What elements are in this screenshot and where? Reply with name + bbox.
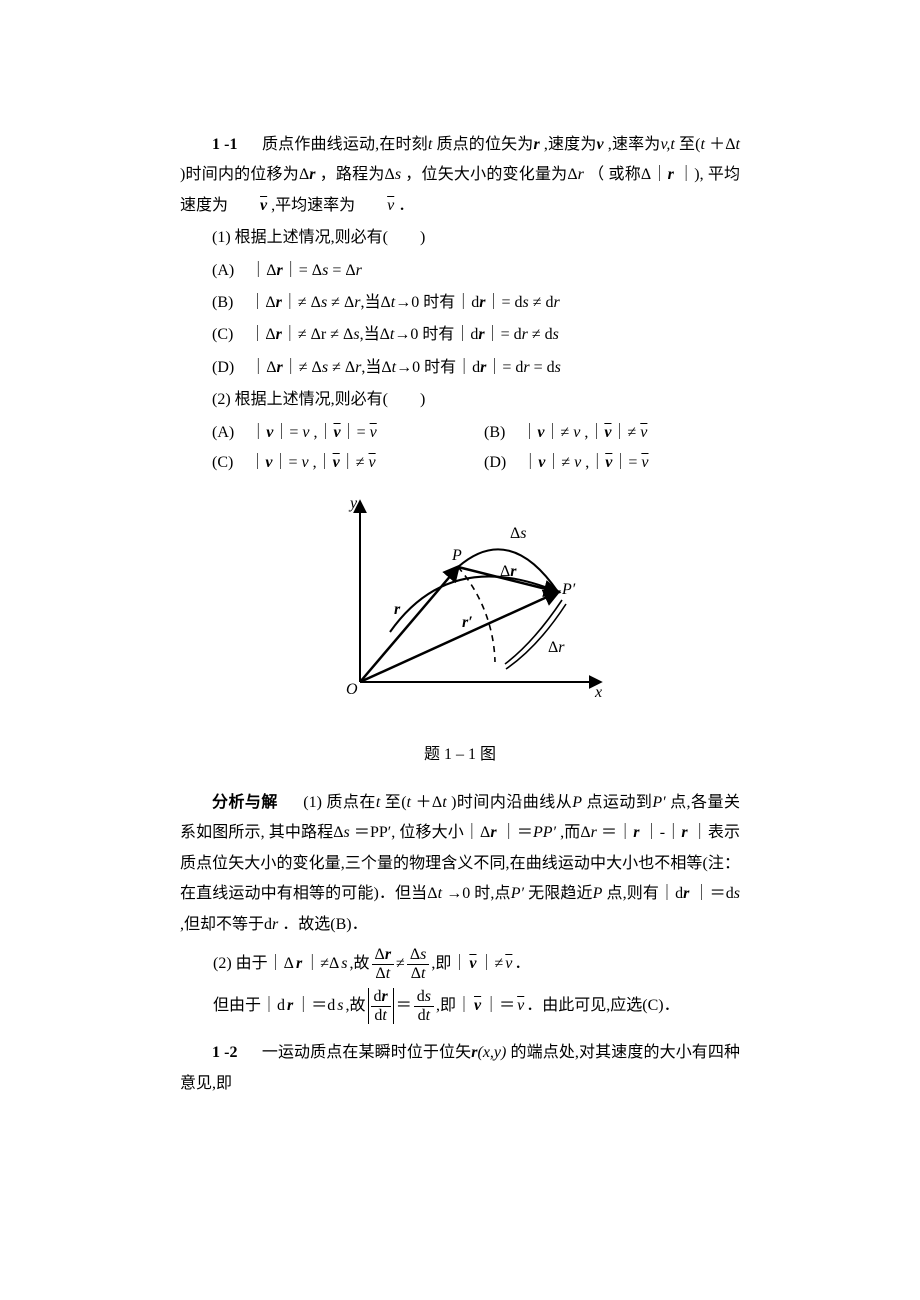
svg-text:y: y: [348, 495, 358, 512]
q1-p1-A: (A) ｜Δr｜= Δs = Δr: [180, 256, 740, 286]
frac-ds-dt2: dsdt: [414, 988, 434, 1024]
analysis-head: 分析与解: [212, 794, 278, 811]
q1-p2-row2: (C) ｜v｜= v ,｜v｜≠ v (D) ｜v｜≠ v ,｜v｜= v: [180, 448, 740, 478]
q1-p1-D: (D) ｜Δr｜≠ Δs ≠ Δr,当Δt→0 时有｜dr｜= dr = ds: [180, 353, 740, 383]
q1-p2-row1: (A) ｜v｜= v ,｜v｜= v (B) ｜v｜≠ v ,｜v｜≠ v: [180, 418, 740, 448]
q1-p2-stem: (2) 根据上述情况,则必有( ): [180, 385, 740, 415]
frac-dr-dt: ΔrΔt: [372, 946, 395, 982]
svg-text:x: x: [594, 684, 602, 701]
q2-number: 1 -2: [212, 1044, 237, 1061]
svg-text:Δr: Δr: [500, 563, 517, 580]
svg-text:r: r: [394, 601, 401, 618]
q1-p2-B: (B) ｜v｜≠ v ,｜v｜≠ v: [468, 418, 740, 448]
svg-text:P: P: [451, 547, 462, 564]
q1-number: 1 -1: [212, 136, 238, 153]
q1-p1-C: (C) ｜Δr｜≠ Δr ≠ Δs,当Δt→0 时有｜dr｜= dr ≠ ds: [180, 320, 740, 350]
abs-frac: drdt: [368, 988, 394, 1024]
q1-p2-C: (C) ｜v｜= v ,｜v｜≠ v: [180, 448, 468, 478]
svg-text:P′: P′: [561, 581, 576, 598]
svg-text:Δr: Δr: [548, 639, 565, 656]
figure-svg: O x y P P′ r r′ Δr Δs Δr: [310, 492, 610, 712]
figure-caption: 题 1 – 1 图: [180, 740, 740, 770]
q1-p1-stem: (1) 根据上述情况,则必有( ): [180, 223, 740, 253]
q1-intro: 1 -1 质点作曲线运动,在时刻t 质点的位矢为r ,速度为v ,速率为v,t …: [180, 130, 740, 221]
svg-text:Δs: Δs: [510, 525, 527, 542]
q1-p2-A: (A) ｜v｜= v ,｜v｜= v: [180, 418, 468, 448]
q1-p2-D: (D) ｜v｜≠ v ,｜v｜= v: [468, 448, 740, 478]
q1-p1-B: (B) ｜Δr｜≠ Δs ≠ Δr,当Δt→0 时有｜dr｜= ds ≠ dr: [180, 288, 740, 318]
q2-intro: 1 -2 一运动质点在某瞬时位于位矢r(x,y) 的端点处,对其速度的大小有四种…: [180, 1038, 740, 1099]
analysis-p1: 分析与解 (1) 质点在t 至(t ＋Δt )时间内沿曲线从P 点运动到P′ 点…: [180, 788, 740, 940]
svg-text:r′: r′: [462, 614, 473, 631]
analysis-p3: 但由于｜dr ｜＝ds ,故 drdt ＝ dsdt ,即｜v ｜＝v ．由此可…: [180, 988, 740, 1024]
figure-1-1: O x y P P′ r r′ Δr Δs Δr: [180, 492, 740, 723]
svg-text:O: O: [346, 681, 358, 698]
frac-ds-dt: ΔsΔt: [407, 946, 430, 982]
analysis-p2: (2) 由于｜Δr ｜≠Δs ,故 ΔrΔt ≠ ΔsΔt ,即｜v ｜≠v ．: [180, 946, 740, 982]
